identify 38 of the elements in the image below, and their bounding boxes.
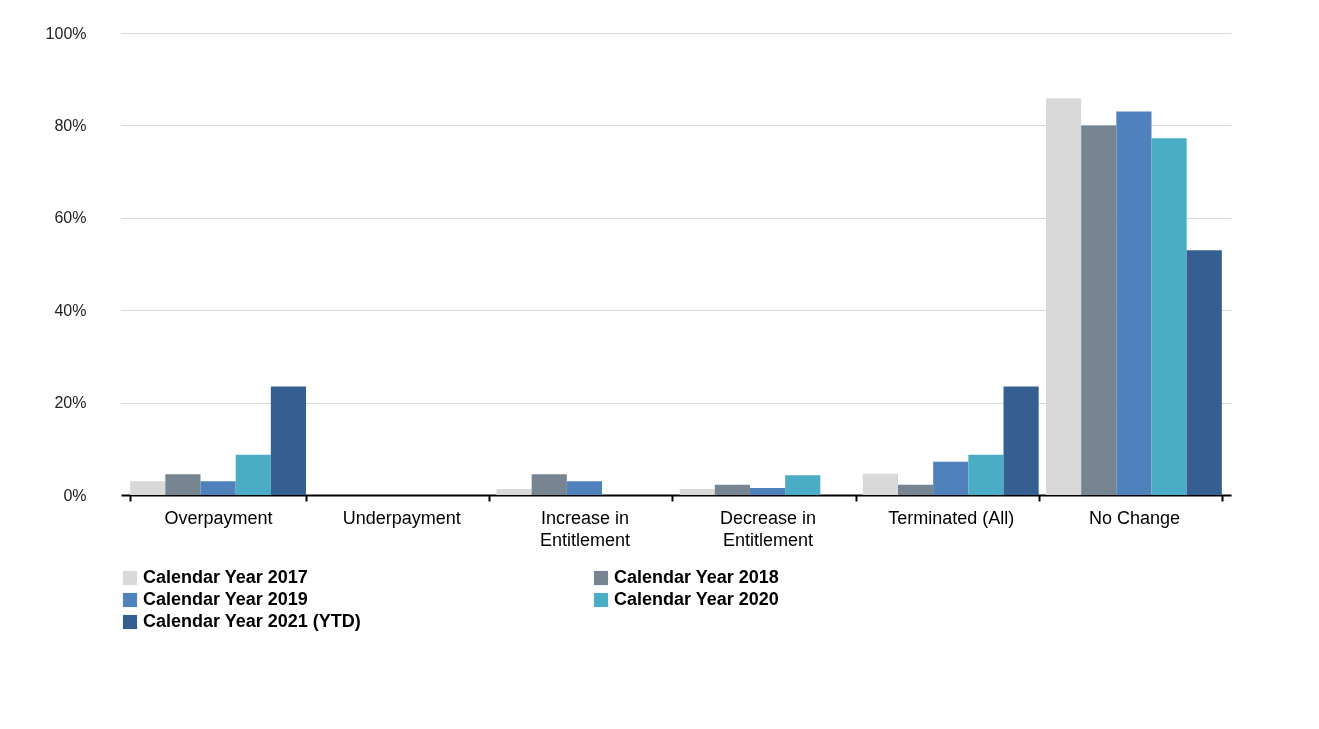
y-tick-label: 60%	[54, 209, 87, 227]
bar	[750, 488, 786, 495]
bar	[1186, 250, 1222, 495]
bar	[165, 474, 201, 495]
x-tick-label: Increase in Entitlement	[539, 507, 630, 550]
y-tick-label: 100%	[45, 24, 87, 42]
bar	[714, 484, 750, 495]
bar	[898, 484, 934, 495]
x-tick-label: Decrease in Entitlement	[720, 507, 817, 550]
bar	[933, 461, 969, 495]
bar	[496, 488, 532, 495]
legend-label: Calendar Year 2021 (YTD)	[143, 611, 361, 631]
bar	[531, 474, 567, 495]
bar	[1003, 386, 1039, 495]
bar	[1151, 138, 1187, 495]
y-tick-label: 20%	[54, 394, 87, 412]
y-tick-label: 80%	[54, 116, 87, 134]
bar	[968, 454, 1004, 495]
y-tick-label: 40%	[54, 301, 87, 319]
x-tick-label: Overpayment	[164, 507, 273, 528]
bar	[235, 454, 271, 495]
bar	[200, 481, 236, 495]
bar	[1116, 111, 1152, 495]
legend-label: Calendar Year 2019	[143, 589, 308, 609]
x-tick-label: Terminated (All)	[888, 507, 1015, 528]
legend-label: Calendar Year 2020	[614, 589, 779, 609]
bar	[270, 386, 306, 495]
bar	[130, 481, 166, 495]
x-tick-label: Underpayment	[342, 507, 461, 528]
bar	[785, 475, 821, 495]
x-tick-label: No Change	[1088, 507, 1180, 528]
y-tick-label: 0%	[63, 486, 87, 504]
bar	[679, 488, 715, 495]
legend-label: Calendar Year 2017	[143, 567, 308, 587]
bar	[566, 481, 602, 495]
bar	[862, 473, 898, 495]
legend-label: Calendar Year 2018	[614, 567, 779, 587]
bar	[1081, 125, 1117, 495]
